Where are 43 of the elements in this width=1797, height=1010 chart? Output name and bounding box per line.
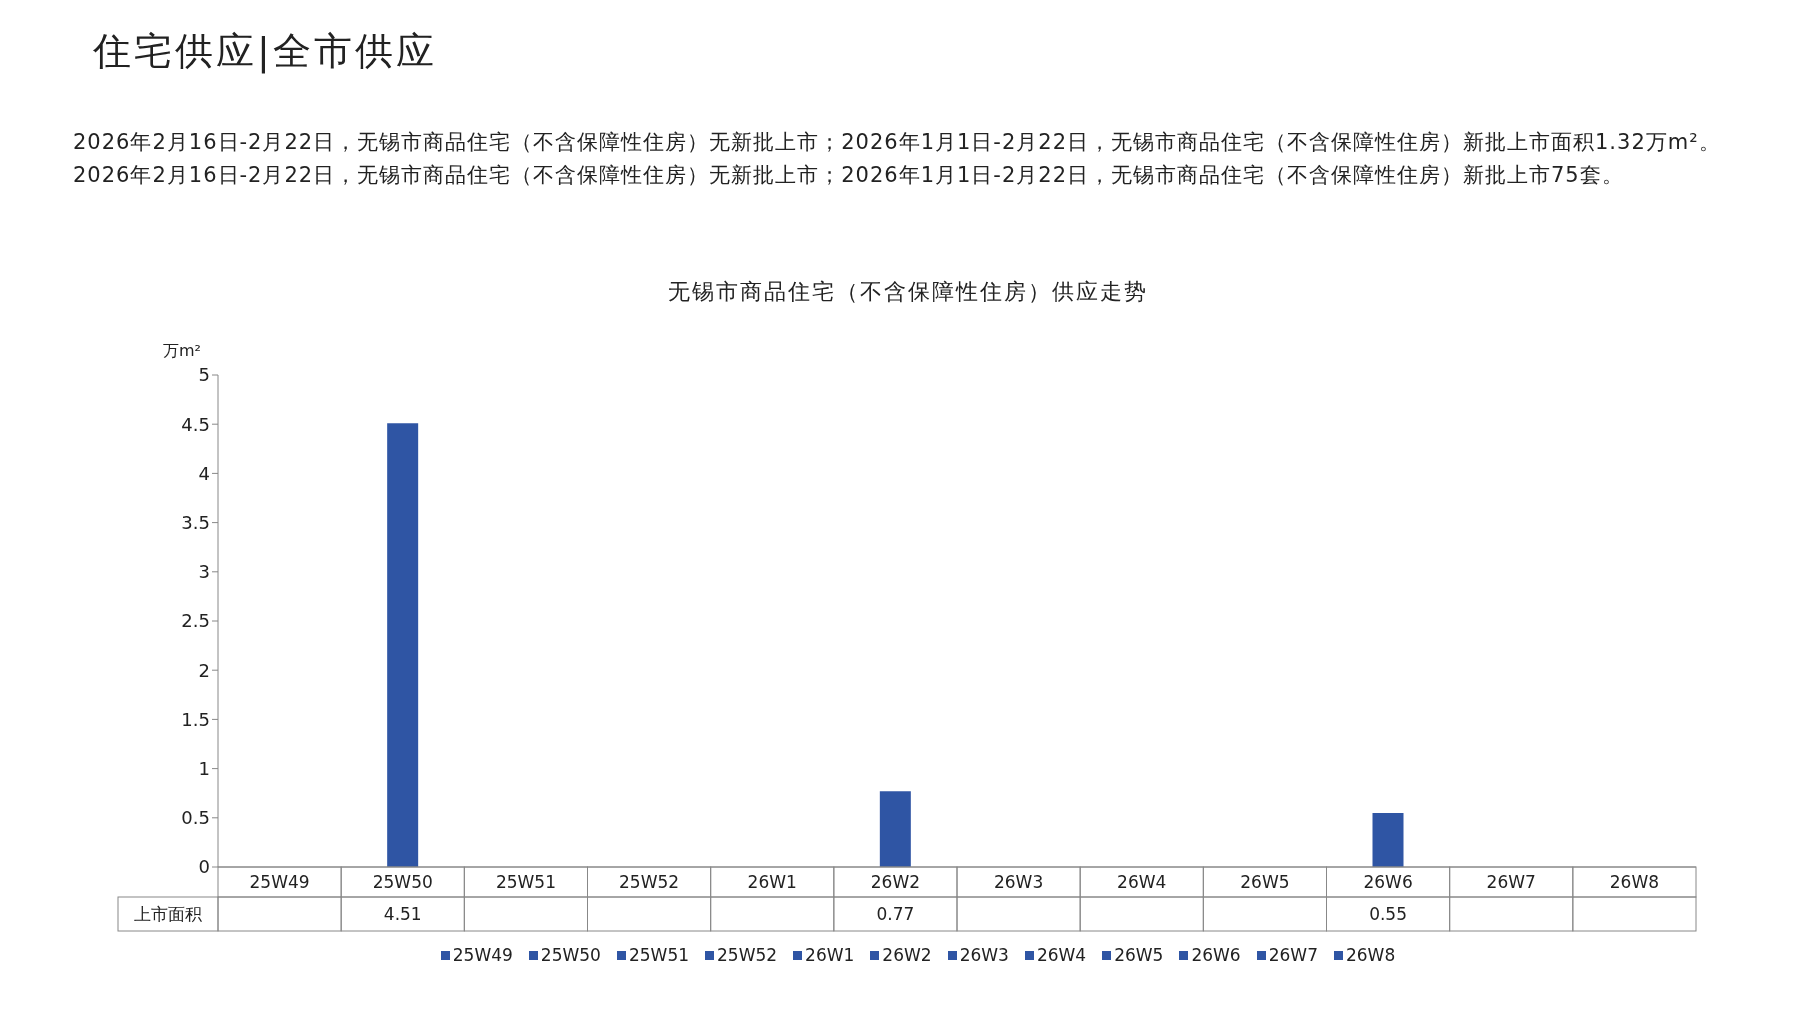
category-label: 26W3 [959, 945, 1009, 965]
data-label: 0.55 [1369, 904, 1408, 924]
y-tick-label: 3 [198, 561, 210, 583]
x-tick-label: 26W2 [870, 872, 921, 892]
category-label: 26W2 [882, 945, 932, 965]
x-tick-label: 26W8 [1609, 872, 1660, 892]
x-tick-label: 25W52 [619, 872, 680, 892]
y-tick-label: 0 [198, 856, 210, 878]
category-label: 26W1 [805, 945, 855, 965]
y-tick-label: 4.5 [181, 413, 210, 435]
category-label: 26W8 [1345, 945, 1396, 965]
x-tick-label: 26W4 [1117, 872, 1167, 892]
y-tick-label: 4 [198, 462, 210, 484]
category-label: 26W4 [1036, 945, 1087, 965]
x-tick-label: 25W49 [249, 872, 310, 892]
y-tick-label: 3.5 [181, 511, 210, 533]
category-label: 26W6 [1191, 945, 1241, 965]
y-tick-label: 1.5 [181, 708, 210, 730]
y-tick-label: 0.5 [181, 807, 210, 829]
x-tick-label: 26W1 [747, 872, 797, 892]
category-label: 25W51 [628, 945, 690, 965]
y-tick-label: 2 [198, 659, 210, 681]
category-label: 25W49 [452, 945, 513, 965]
data-label: 4.51 [383, 904, 422, 924]
y-tick-label: 1 [198, 757, 210, 779]
chart-subtitle: 2026年2月16日-2月22日，无锡市商品住宅（不含保障性住房）无新批上市；2026年1月1日-2月22日，无锡市商品住宅（不含保障性住房）新批上市面积1.32万m²。2026年2月16日-2月22日，无锡市商品住宅（不含保障性住房）无新批上市；2026年1月1日-2月22日，无锡市商品住宅（不含保障性住房）新批上市75套。 [73, 129, 1722, 189]
y-tick-label: 5 [198, 364, 210, 386]
x-tick-label: 25W50 [372, 872, 433, 892]
text: 无锡市商品住宅（不含保障性住房）供应走势 [667, 278, 1149, 306]
y-axis-title: 万m² [163, 341, 201, 362]
category-label: 26W7 [1268, 945, 1318, 965]
chart-title: 住宅供应|全市供应 [92, 28, 438, 76]
category-label: 26W5 [1114, 945, 1164, 965]
category-label: 25W50 [540, 945, 601, 965]
text: 上市面积 [134, 904, 202, 924]
x-tick-label: 26W6 [1363, 872, 1413, 892]
y-tick-label: 2.5 [181, 610, 210, 632]
category-label: 25W52 [717, 945, 778, 965]
data-label: 0.77 [876, 904, 915, 924]
x-tick-label: 26W7 [1486, 872, 1536, 892]
x-tick-label: 25W51 [495, 872, 556, 892]
x-tick-label: 26W5 [1240, 872, 1290, 892]
x-tick-label: 26W3 [993, 872, 1044, 892]
